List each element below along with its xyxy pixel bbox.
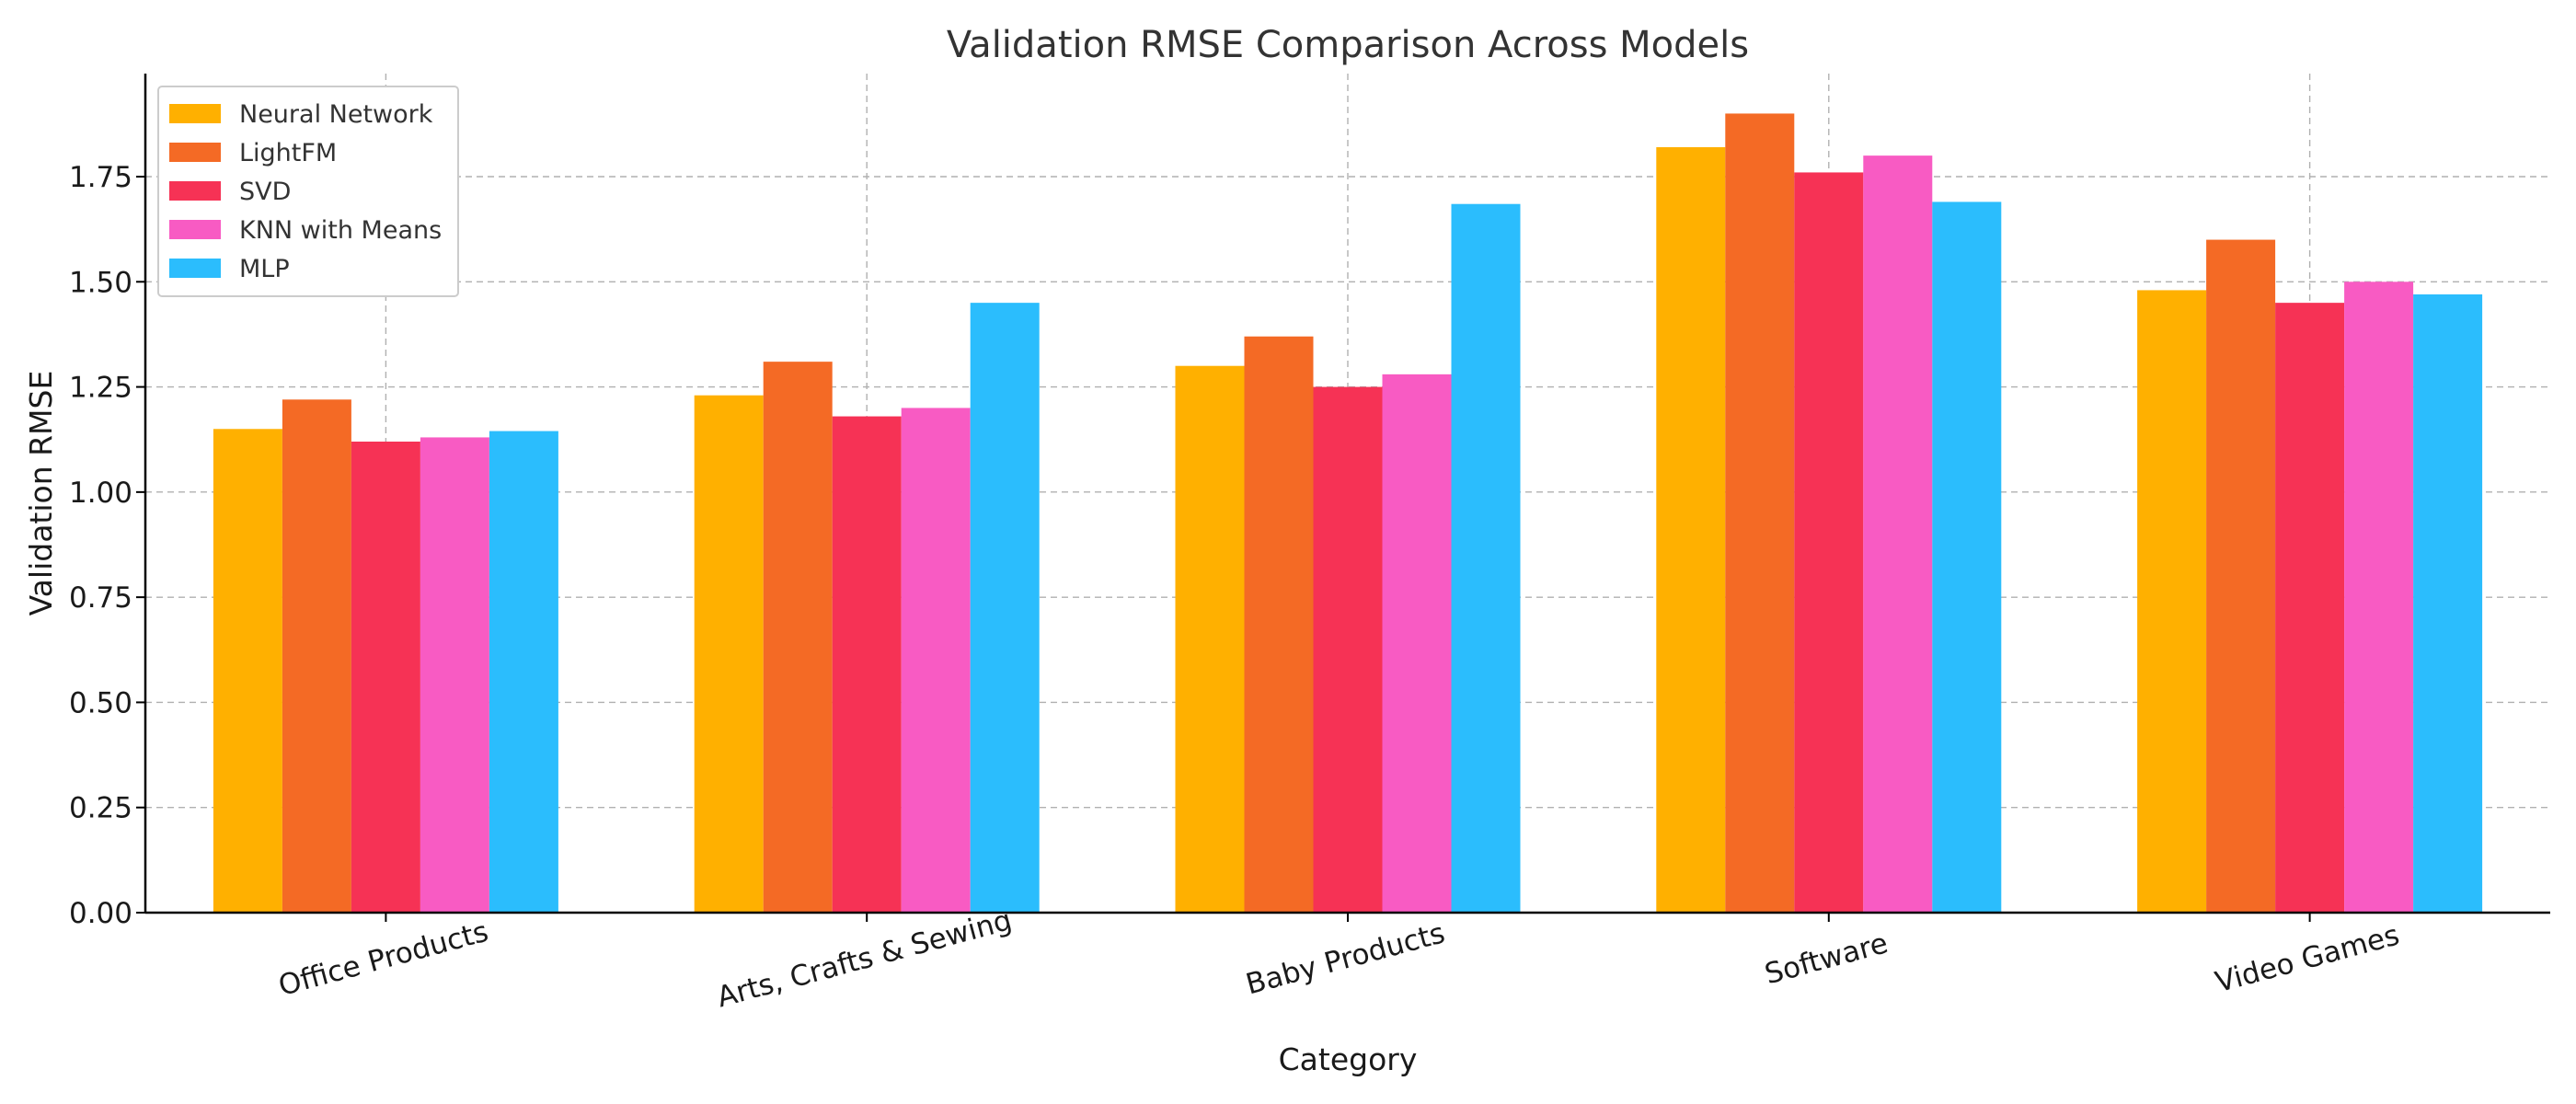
y-tick-label: 0.00 (69, 897, 132, 930)
legend-swatch (169, 143, 221, 162)
bar-lightfm-1 (763, 362, 833, 914)
bar-svd-2 (1313, 386, 1383, 914)
y-tick-label: 0.75 (69, 581, 132, 615)
y-tick-label: 0.50 (69, 686, 132, 719)
bar-mlp-3 (1932, 201, 2002, 913)
y-tick-label: 1.75 (69, 161, 132, 194)
bar-knn-with-means-1 (901, 408, 971, 913)
x-tick-label: Software (1762, 926, 1892, 991)
legend-label: MLP (239, 255, 290, 283)
bar-knn-with-means-3 (1863, 155, 1933, 914)
bar-neural-network-3 (1656, 147, 1726, 913)
bar-svd-0 (351, 442, 420, 913)
bar-lightfm-0 (282, 399, 351, 913)
y-tick-label: 1.25 (69, 372, 132, 405)
bar-mlp-1 (970, 303, 1040, 914)
bar-knn-with-means-2 (1382, 374, 1452, 913)
bar-neural-network-0 (213, 429, 282, 913)
bar-neural-network-4 (2137, 290, 2207, 913)
legend-swatch (169, 259, 221, 278)
bar-mlp-0 (489, 431, 558, 914)
legend-swatch (169, 181, 221, 201)
bar-neural-network-1 (694, 395, 764, 913)
y-tick-label: 1.50 (69, 266, 132, 299)
bar-svd-1 (832, 416, 902, 914)
y-axis-title: Validation RMSE (23, 371, 59, 616)
bar-svd-3 (1794, 172, 1864, 913)
bar-svd-4 (2275, 303, 2345, 914)
bar-neural-network-2 (1175, 365, 1245, 913)
legend-swatch (169, 220, 221, 239)
x-tick-label: Video Games (2212, 918, 2402, 999)
legend-label: Neural Network (239, 100, 433, 129)
bars-layer (213, 113, 2483, 914)
x-tick-label: Arts, Crafts & Sewing (714, 903, 1016, 1014)
legend-frame (157, 86, 459, 297)
legend: Neural Network LightFM SVD KNN with Means ML… (157, 86, 459, 297)
x-tick-label: Baby Products (1243, 916, 1449, 1001)
bar-mlp-4 (2413, 294, 2483, 913)
bar-lightfm-3 (1725, 113, 1795, 913)
bar-mlp-2 (1451, 203, 1521, 913)
chart-title: Validation RMSE Comparison Across Models (947, 24, 1749, 66)
y-tick-label: 1.00 (69, 477, 132, 510)
x-axis-title: Category (1279, 1041, 1418, 1077)
y-tick-label: 0.25 (69, 792, 132, 825)
legend-label: KNN with Means (239, 216, 442, 245)
bar-knn-with-means-0 (420, 437, 489, 913)
bar-knn-with-means-4 (2344, 282, 2414, 913)
bar-lightfm-2 (1244, 336, 1314, 913)
legend-swatch (169, 104, 221, 123)
bar-lightfm-4 (2206, 239, 2276, 914)
legend-label: LightFM (239, 139, 337, 167)
legend-label: SVD (239, 178, 291, 206)
x-tick-label: Office Products (275, 915, 492, 1003)
